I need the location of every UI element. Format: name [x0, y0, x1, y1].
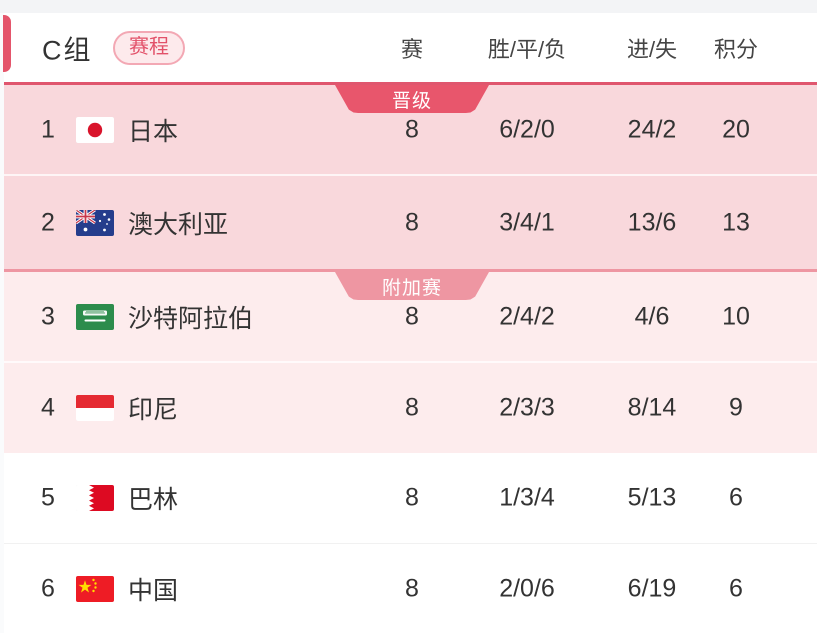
table-row-indonesia[interactable]: 4 印尼 8 2/3/3 8/14 9	[4, 361, 817, 453]
stat-win-draw-loss: 1/3/4	[499, 483, 555, 512]
china-flag-icon	[76, 575, 114, 602]
team-name: 日本	[128, 117, 179, 146]
table-row-bahrain[interactable]: 5 巴林 8 1/3/4 5/13 6	[4, 453, 817, 543]
stat-played: 8	[405, 302, 419, 330]
group-standings-card: C组 赛程 赛 胜/平/负 进/失 积分 晋级 1 日本 8 6/2/0 24/…	[3, 13, 817, 633]
stat-played: 8	[405, 115, 419, 143]
table-row-china[interactable]: 6 中国 8 2/0/6 6/19 6	[4, 543, 817, 633]
adjacent-group-tab[interactable]	[3, 15, 11, 72]
top-strip	[0, 0, 817, 13]
column-header-played: 赛	[400, 36, 424, 62]
stat-goals: 5/13	[627, 483, 677, 512]
column-header-goals: 进/失	[626, 36, 678, 62]
stat-win-draw-loss: 2/4/2	[499, 302, 555, 330]
playoff-zone-line	[4, 269, 817, 272]
column-header-points: 积分	[713, 36, 759, 62]
team-name: 中国	[128, 576, 179, 605]
stat-points: 9	[729, 393, 743, 422]
rank: 5	[41, 483, 55, 512]
playoff-badge: 附加赛	[335, 272, 489, 300]
indonesia-flag-icon	[76, 395, 114, 421]
team-name: 巴林	[128, 486, 179, 514]
rank: 6	[41, 574, 55, 602]
table-row-australia[interactable]: 2 澳大利亚 8 3/4/1 13/6 13	[4, 174, 817, 269]
table-row-japan[interactable]: 晋级 1 日本 8 6/2/0 24/2 20	[4, 85, 817, 174]
rank: 4	[41, 393, 55, 422]
stat-points: 10	[722, 302, 750, 330]
stat-goals: 6/19	[627, 574, 677, 602]
stat-win-draw-loss: 2/3/3	[499, 393, 555, 422]
stat-played: 8	[405, 574, 419, 602]
stat-points: 6	[729, 574, 743, 602]
rank: 1	[41, 115, 55, 143]
saudi-arabia-flag-icon	[76, 303, 114, 330]
australia-flag-icon	[76, 209, 114, 236]
stat-goals: 4/6	[634, 302, 670, 330]
stat-goals: 13/6	[627, 208, 677, 236]
rank: 2	[41, 208, 55, 236]
stat-points: 6	[729, 483, 743, 512]
schedule-badge[interactable]: 赛程	[113, 30, 185, 65]
stat-goals: 8/14	[627, 393, 677, 422]
bahrain-flag-icon	[76, 485, 114, 511]
stat-win-draw-loss: 2/0/6	[499, 574, 555, 602]
promoted-badge: 晋级	[335, 85, 489, 113]
promoted-zone-line	[4, 82, 817, 85]
group-title: C组	[42, 35, 93, 65]
stat-played: 8	[405, 208, 419, 236]
stat-win-draw-loss: 6/2/0	[499, 115, 555, 143]
stat-points: 13	[722, 208, 750, 236]
team-name: 沙特阿拉伯	[128, 304, 254, 333]
stat-win-draw-loss: 3/4/1	[499, 208, 555, 236]
stat-goals: 24/2	[627, 115, 677, 143]
stat-points: 20	[722, 115, 750, 143]
table-row-saudi-arabia[interactable]: 附加赛 3 沙特阿拉伯 8 2/4/2 4/6 10	[4, 272, 817, 361]
stat-played: 8	[405, 393, 419, 422]
team-name: 澳大利亚	[128, 210, 229, 239]
table-header: C组 赛程 赛 胜/平/负 进/失 积分	[3, 13, 817, 82]
column-header-win-draw-loss: 胜/平/负	[487, 36, 567, 62]
team-name: 印尼	[128, 396, 179, 424]
japan-flag-icon	[76, 116, 114, 143]
rank: 3	[41, 302, 55, 330]
stat-played: 8	[405, 483, 419, 512]
